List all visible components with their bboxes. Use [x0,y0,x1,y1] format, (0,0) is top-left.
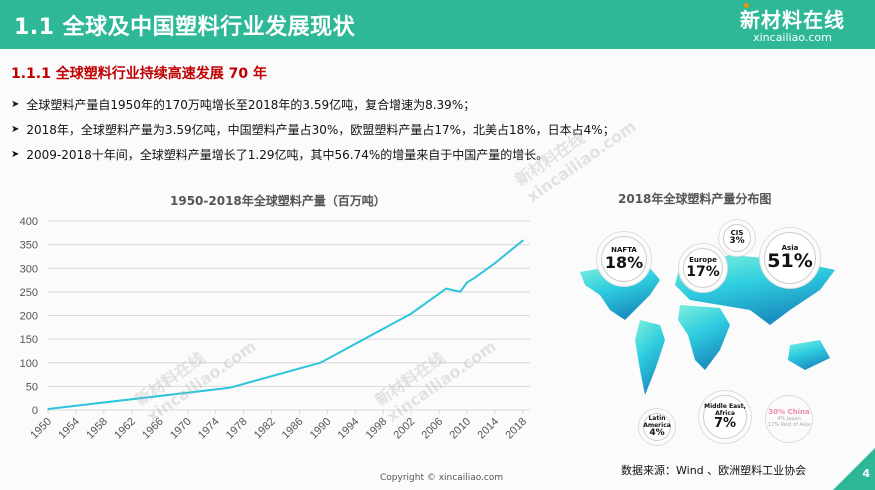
region-bubble-latin-america: Latin America 4% [643,413,671,441]
data-point [459,291,461,293]
logo: 新材料在线 xincailiao.com [740,3,845,44]
page-corner [833,448,875,490]
arrow-bullet-icon: ➤ [11,124,20,135]
x-tick-label: 1982 [252,416,278,442]
bullet-text: 2018年，全球塑料产量为3.59亿吨，中国塑料产量占30%，欧盟塑料产量占17… [26,123,615,137]
bullet-text: 2009-2018十年间，全球塑料产量增长了1.29亿吨，其中56.74%的增量… [26,148,549,162]
africa-shape [678,305,730,370]
x-tick-label: 1974 [196,416,222,442]
map-title: 2018年全球塑料产量分布图 [618,192,772,206]
bullet-list: ➤ 全球塑料产量自1950年的170万吨增长至2018年的3.59亿吨，复合增速为… [11,92,615,167]
south-america-shape [635,320,665,395]
region-bubble-asia: Asia 51% [764,232,816,284]
bullet-item: ➤ 全球塑料产量自1950年的170万吨增长至2018年的3.59亿吨，复合增速为… [11,92,615,117]
bullet-text: 全球塑料产量自1950年的170万吨增长至2018年的3.59亿吨，复合增速为8… [26,98,476,112]
x-tick-label: 1994 [336,416,362,442]
logo-dot-icon [744,3,749,8]
data-point [508,250,510,253]
x-tick-label: 1978 [224,416,250,442]
region-bubble-cis: CIS 3% [723,224,751,252]
x-tick-label: 1962 [112,416,138,442]
data-point [319,361,322,364]
x-tick-label: 1970 [168,416,194,442]
x-tick-label: 1958 [84,416,110,442]
japan-share: 4% Japan [777,416,801,422]
region-bubble-middle-east-africa: Middle East, Africa 7% [703,395,747,439]
x-tick-label: 1990 [308,416,334,442]
x-tick-label: 1950 [28,416,54,442]
north-america-shape [580,265,660,320]
header-bar: 1.1 全球及中国塑料行业发展现状 新材料在线 xincailiao.com [0,0,875,49]
x-tick-label: 2018 [503,416,529,442]
logo-en: xincailiao.com [753,31,832,44]
y-tick-label: 0 [32,405,38,417]
data-point [47,408,49,410]
china-share: 30% China [768,408,810,416]
region-bubble-europe: Europe 17% [683,248,723,288]
y-tick-label: 300 [20,263,38,275]
data-point [494,262,496,264]
section-subtitle: 1.1.1 全球塑料行业持续高速发展 70 年 [11,66,267,82]
bullet-item: ➤ 2009-2018十年间，全球塑料产量增长了1.29亿吨，其中56.74%的增… [11,142,615,167]
x-tick-label: 1998 [364,416,390,442]
y-tick-label: 400 [20,216,38,228]
data-point [228,386,231,389]
data-point [466,281,468,284]
data-point [445,287,447,290]
x-tick-label: 2014 [475,416,501,442]
x-tick-label: 1986 [280,416,306,442]
x-tick-label: 1954 [56,416,82,442]
page-title: 1.1 全球及中国塑料行业发展现状 [14,15,356,40]
arrow-bullet-icon: ➤ [11,149,20,160]
world-map [580,255,835,395]
data-point [410,312,413,315]
bullet-item: ➤ 2018年，全球塑料产量为3.59亿吨，中国塑料产量占30%，欧盟塑料产量占1… [11,117,615,142]
rest-asia-share: 17% Rest of Asia [767,422,811,428]
chart-title: 1950-2018年全球塑料产量（百万吨） [170,194,386,208]
y-tick-label: 50 [26,381,38,393]
region-bubble-nafta: NAFTA 18% [601,236,647,282]
page-number: 4 [862,467,870,480]
australia-shape [788,340,830,370]
production-line-chart: 0 50 100 150 200 250 300 350 400 1950 1954 1958 1962… [20,216,530,442]
y-tick-label: 100 [20,358,38,370]
x-tick-label: 2006 [420,416,446,442]
y-tick-label: 200 [20,311,38,323]
y-tick-label: 150 [20,334,38,346]
data-point [522,239,524,242]
data-point [473,277,475,279]
y-tick-label: 250 [20,287,38,299]
copyright: Copyright © xincailiao.com [380,473,504,483]
asia-breakdown: 30% China 4% Japan 17% Rest of Asia [765,395,813,443]
y-tick-label: 350 [20,240,38,252]
logo-cn: 新材料在线 [740,8,845,32]
data-source: 数据来源：Wind 、欧洲塑料工业协会 [621,464,807,477]
arrow-bullet-icon: ➤ [11,99,20,110]
x-tick-label: 2010 [447,416,473,442]
